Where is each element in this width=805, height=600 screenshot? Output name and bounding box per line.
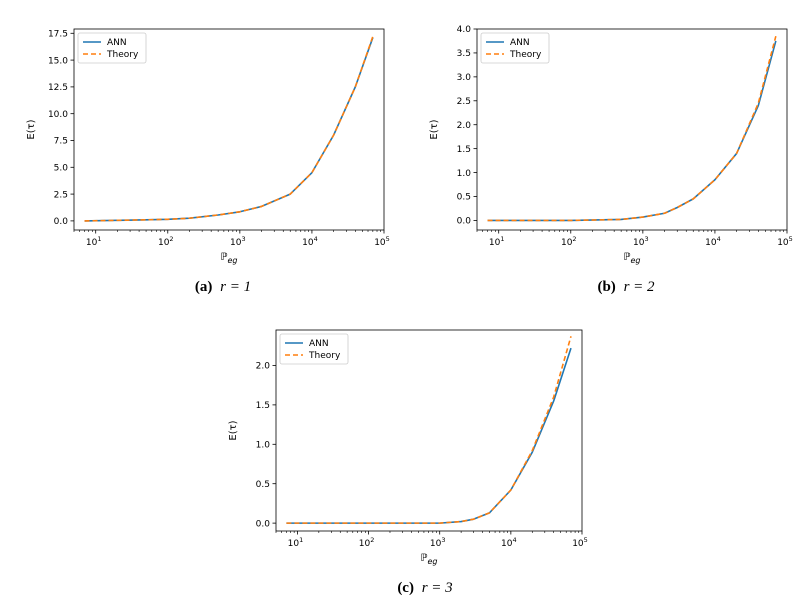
caption-c-text: r = 3 xyxy=(422,580,453,596)
y-tick-label: 17.5 xyxy=(48,29,68,39)
y-tick-label: 1.5 xyxy=(457,145,471,155)
y-tick-label: 2.0 xyxy=(256,362,271,372)
axes-frame xyxy=(275,329,583,532)
series-theory-line xyxy=(286,336,572,524)
series-ann-line xyxy=(487,40,777,222)
x-tick-label: 105 xyxy=(572,536,588,549)
legend-theory-label: Theory xyxy=(308,351,341,361)
y-tick-label: 0.0 xyxy=(457,217,472,227)
caption-c: (c) r = 3 xyxy=(397,580,452,596)
y-tick-label: 15.0 xyxy=(48,56,68,66)
series-theory-line xyxy=(487,35,777,222)
y-axis-label: E(τ) xyxy=(429,119,440,139)
x-tick-label: 101 xyxy=(489,235,505,248)
caption-a-text: r = 1 xyxy=(220,279,251,295)
caption-b-label: (b) xyxy=(597,279,615,295)
y-tick-label: 0.5 xyxy=(256,480,270,490)
x-axis-label: ℙeg xyxy=(623,252,640,265)
y-tick-label: 1.0 xyxy=(457,169,472,179)
y-tick-label: 1.0 xyxy=(256,440,271,450)
x-tick-label: 101 xyxy=(86,235,102,248)
y-tick-label: 3.0 xyxy=(457,73,472,83)
y-tick-label: 2.0 xyxy=(457,121,472,131)
chart-panel-a: 101 102 103 104 105 0.0 2.5 5.0 7.5 10.0 12.5 15.0 1… xyxy=(26,28,390,265)
legend-box xyxy=(480,32,550,64)
x-tick-label: 102 xyxy=(359,536,375,549)
caption-b-text: r = 2 xyxy=(624,279,655,295)
x-tick-label: 104 xyxy=(501,536,517,549)
x-tick-label: 104 xyxy=(705,235,721,248)
legend-ann-label: ANN xyxy=(309,339,329,349)
axes-frame xyxy=(476,28,788,231)
y-axis-label: E(τ) xyxy=(228,420,239,440)
y-tick-label: 7.5 xyxy=(54,137,68,147)
legend-theory-label: Theory xyxy=(509,50,542,60)
y-tick-label: 12.5 xyxy=(48,83,68,93)
y-tick-label: 1.5 xyxy=(256,401,270,411)
caption-c-label: (c) xyxy=(397,580,414,596)
x-axis-label: ℙeg xyxy=(420,553,437,566)
caption-a: (a) r = 1 xyxy=(195,279,251,295)
x-tick-label: 105 xyxy=(374,235,390,248)
y-axis-label: E(τ) xyxy=(26,119,37,139)
legend-ann-label: ANN xyxy=(107,38,127,48)
y-tick-label: 2.5 xyxy=(457,97,471,107)
x-tick-label: 105 xyxy=(777,235,793,248)
y-tick-label: 5.0 xyxy=(54,163,69,173)
series-theory-line xyxy=(84,36,374,222)
y-tick-label: 0.0 xyxy=(54,217,69,227)
series-ann-line xyxy=(286,347,572,524)
chart-panel-c: 101 102 103 104 105 0.0 0.5 1.0 1.5 2.0 ℙeg E(τ) ANN… xyxy=(228,329,588,566)
legend-box xyxy=(77,32,147,64)
x-axis-label: ℙeg xyxy=(220,252,237,265)
x-tick-label: 103 xyxy=(633,235,649,248)
x-tick-label: 102 xyxy=(158,235,174,248)
y-tick-label: 2.5 xyxy=(54,190,68,200)
chart-panel-b: 101 102 103 104 105 0.0 0.5 1.0 1.5 2.0 2.5 3.0 3.5 4… xyxy=(429,25,793,265)
y-tick-label: 3.5 xyxy=(457,49,471,59)
legend-theory-label: Theory xyxy=(106,50,139,60)
legend-box xyxy=(279,333,349,365)
y-tick-label: 4.0 xyxy=(457,25,472,35)
series-ann-line xyxy=(84,37,374,222)
caption-a-label: (a) xyxy=(195,279,213,295)
x-tick-label: 101 xyxy=(288,536,304,549)
x-tick-label: 103 xyxy=(230,235,246,248)
x-tick-label: 102 xyxy=(561,235,577,248)
y-tick-label: 10.0 xyxy=(48,110,68,120)
x-tick-label: 104 xyxy=(302,235,318,248)
caption-b: (b) r = 2 xyxy=(597,279,655,295)
x-tick-label: 103 xyxy=(430,536,446,549)
axes-frame xyxy=(73,28,385,231)
legend-ann-label: ANN xyxy=(510,38,530,48)
y-tick-label: 0.5 xyxy=(457,193,471,203)
y-tick-label: 0.0 xyxy=(256,519,271,529)
